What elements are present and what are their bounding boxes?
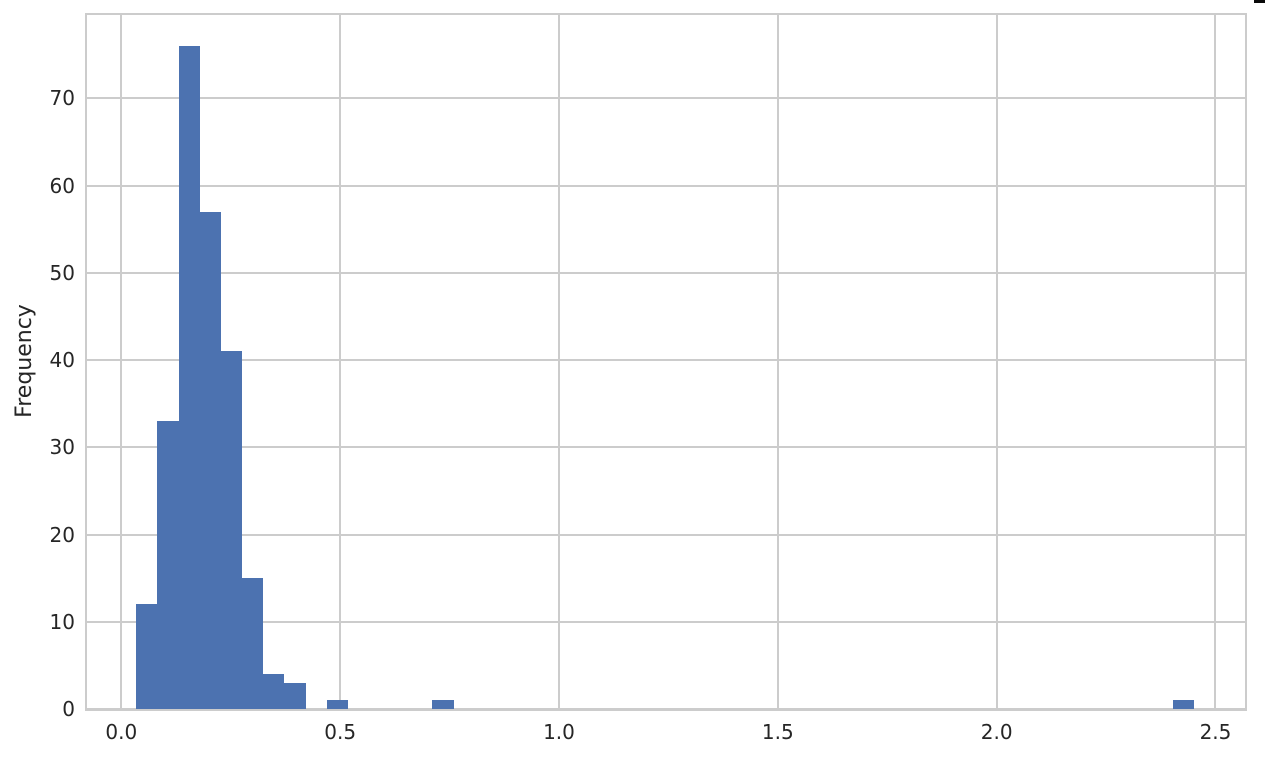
histogram-bar [178, 46, 200, 709]
y-tick-label: 30 [49, 435, 75, 460]
histogram-bar [242, 578, 264, 709]
histogram-bar [432, 700, 454, 709]
y-tick-label: 20 [49, 522, 75, 547]
histogram-bar [284, 682, 306, 709]
y-tick-label: 50 [49, 260, 75, 285]
x-tick-label: 2.0 [980, 720, 1013, 744]
histogram-bar [136, 604, 158, 709]
screen-artifact-mark [1254, 0, 1265, 3]
histogram-bar [220, 351, 243, 709]
y-tick-label: 0 [62, 697, 75, 721]
y-tick-label: 60 [49, 173, 75, 198]
horizontal-gridline [86, 359, 1246, 362]
plot-area [85, 13, 1247, 711]
y-tick-label: 10 [49, 609, 75, 634]
histogram-bar [1172, 700, 1194, 709]
horizontal-gridline [86, 184, 1246, 187]
histogram-bar [263, 674, 285, 709]
histogram-bar [157, 421, 179, 709]
y-tick-label: 70 [49, 86, 75, 111]
histogram-bar [326, 700, 348, 709]
x-tick-label: 0.0 [105, 720, 138, 744]
horizontal-gridline [86, 533, 1246, 536]
y-tick-label: 40 [49, 348, 75, 373]
histogram-bar [199, 211, 221, 709]
horizontal-gridline [86, 446, 1246, 449]
x-tick-label: 2.5 [1199, 720, 1232, 744]
x-tick-label: 1.0 [543, 720, 575, 744]
horizontal-gridline [86, 620, 1246, 623]
horizontal-gridline [86, 271, 1246, 274]
x-tick-label: 1.5 [761, 720, 794, 744]
x-tick-label: 0.5 [324, 720, 357, 744]
horizontal-gridline [86, 97, 1246, 100]
